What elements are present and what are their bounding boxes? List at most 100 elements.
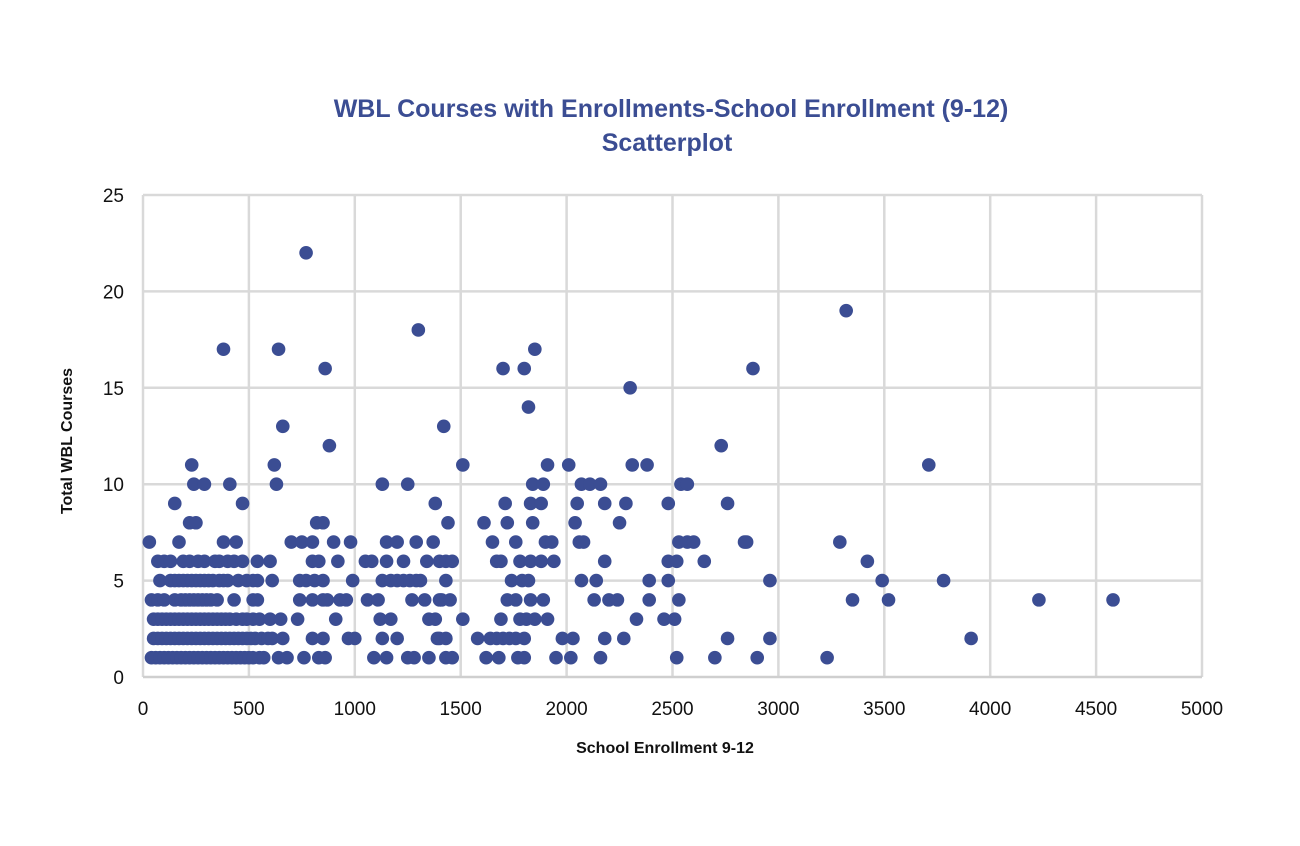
data-point <box>536 477 551 492</box>
data-point <box>439 573 453 588</box>
data-point <box>612 515 627 530</box>
data-point <box>597 496 612 511</box>
data-point <box>411 323 426 337</box>
data-point <box>597 631 612 646</box>
data-point <box>597 554 612 569</box>
data-point <box>184 458 199 472</box>
data-point <box>456 612 470 626</box>
data-point <box>223 477 237 492</box>
data-point <box>492 650 506 665</box>
data-point <box>566 631 580 646</box>
data-point <box>250 554 265 569</box>
data-point <box>498 496 512 511</box>
data-point <box>280 650 294 665</box>
data-point <box>561 458 576 472</box>
data-point <box>513 554 527 569</box>
data-point <box>163 554 178 569</box>
data-point <box>345 573 360 588</box>
data-point <box>371 593 385 607</box>
data-point <box>833 535 847 549</box>
data-point <box>523 554 538 569</box>
data-point <box>504 573 519 588</box>
data-point <box>428 612 443 626</box>
x-tick-label: 3000 <box>757 699 799 720</box>
data-point <box>593 650 608 665</box>
data-point <box>661 573 676 588</box>
data-point <box>534 496 548 511</box>
data-point <box>445 554 460 569</box>
data-point <box>708 650 722 665</box>
data-point <box>305 593 320 607</box>
x-tick-label: 2000 <box>545 699 587 720</box>
data-point <box>407 650 421 665</box>
data-point <box>494 554 508 569</box>
data-point <box>250 593 265 607</box>
data-point <box>197 554 212 569</box>
data-point <box>750 650 765 665</box>
data-point <box>436 419 451 434</box>
data-point <box>661 496 676 511</box>
data-point <box>172 535 186 549</box>
data-point <box>426 535 440 549</box>
data-point <box>390 631 404 646</box>
data-point <box>443 593 457 607</box>
data-point <box>642 593 657 607</box>
data-point <box>521 573 536 588</box>
data-point <box>555 631 570 646</box>
data-point <box>267 458 282 472</box>
x-axis-label: School Enrollment 9-12 <box>576 740 754 757</box>
data-point <box>339 593 354 607</box>
data-point <box>494 612 508 626</box>
y-tick-label: 0 <box>113 668 124 689</box>
data-point <box>167 496 182 511</box>
data-point <box>227 593 241 607</box>
data-point <box>216 535 231 549</box>
data-point <box>525 515 540 530</box>
data-point <box>697 554 712 569</box>
data-point <box>525 477 540 492</box>
data-point <box>295 535 309 549</box>
data-point <box>508 593 523 607</box>
data-point <box>528 612 542 626</box>
data-point <box>417 593 432 607</box>
data-point <box>517 361 532 376</box>
data-point <box>528 342 542 357</box>
data-point <box>839 303 853 318</box>
data-point <box>680 477 695 492</box>
data-point <box>318 650 332 665</box>
data-point <box>564 650 578 665</box>
data-point <box>479 650 493 665</box>
data-point <box>311 554 326 569</box>
x-tick-labels: 0 500 1000 1500 2000 2500 3000 3500 4000 4500 5000 <box>138 699 1223 720</box>
data-point <box>187 477 201 492</box>
data-point <box>157 593 171 607</box>
data-point <box>549 650 563 665</box>
y-tick-label: 10 <box>103 475 124 496</box>
data-point <box>290 612 305 626</box>
data-point <box>616 631 631 646</box>
data-point <box>409 535 424 549</box>
data-point <box>265 631 279 646</box>
data-point <box>720 631 735 646</box>
x-tick-label: 4500 <box>1075 699 1117 720</box>
data-point <box>936 573 951 588</box>
data-point <box>420 554 434 569</box>
data-point <box>316 515 330 530</box>
chart-title-line1: WBL Courses with Enrollments-School Enro… <box>334 95 1009 123</box>
data-point <box>299 246 313 260</box>
data-point <box>485 535 500 549</box>
data-point <box>413 573 428 588</box>
data-point <box>439 631 453 646</box>
data-point <box>640 458 654 472</box>
data-point <box>500 515 515 530</box>
data-point <box>517 650 532 665</box>
data-point <box>921 458 936 472</box>
data-point <box>964 631 978 646</box>
data-point <box>275 631 290 646</box>
x-tick-label: 1000 <box>334 699 376 720</box>
data-point <box>379 554 394 569</box>
data-point <box>375 631 390 646</box>
data-point <box>379 535 394 549</box>
data-point <box>400 477 415 492</box>
data-point <box>574 573 589 588</box>
